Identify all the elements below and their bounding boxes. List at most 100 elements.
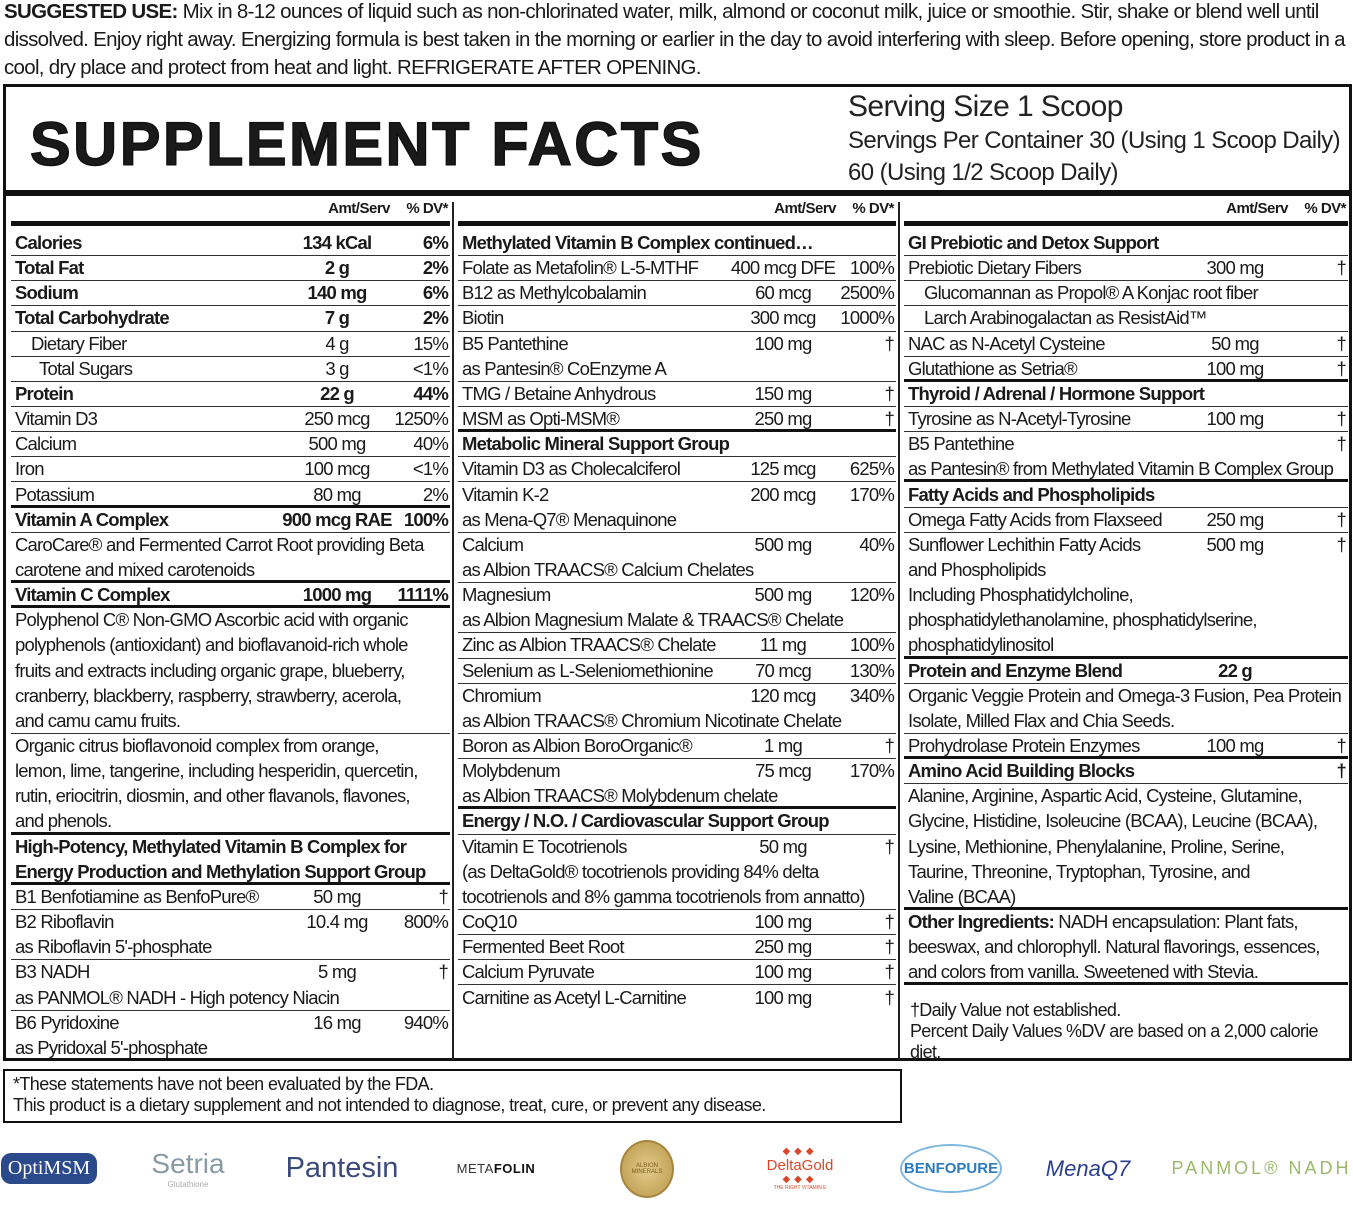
nutrient-name: High-Potency, Methylated Vitamin B Compl… [15, 835, 407, 857]
nutrient-row: polyphenols (antioxidant) and bioflavano… [11, 633, 450, 658]
nutrient-name: cranberry, blackberry, raspberry, strawb… [15, 684, 402, 706]
nutrient-row: Vitamin D3 250 mcg 1250% [11, 407, 450, 433]
nutrient-row: Calcium 500 mg 40% [458, 533, 896, 558]
nutrient-row: and phenols. [11, 809, 450, 835]
nutrient-name: B5 Pantethine [462, 332, 569, 354]
amount-per-serving: 11 mg [759, 634, 807, 656]
nutrient-name: phosphatidylethanolamine, phosphatidylse… [908, 609, 1257, 631]
daily-value: † [884, 986, 895, 1008]
nutrient-row: as Pantesin® CoEnzyme A [458, 357, 896, 382]
amount-per-serving: 100 mg [1206, 357, 1265, 379]
daily-value: 170% [849, 483, 895, 505]
nutrient-name: as Albion TRAACS® Calcium Chelates [462, 558, 754, 580]
nutrient-name: Isolate, Milled Flax and Chia Seeds. [908, 709, 1175, 731]
nutrient-name: CaroCare® and Fermented Carrot Root prov… [15, 533, 424, 555]
daily-value: † [1336, 508, 1347, 530]
nutrient-name: CoQ10 [462, 911, 517, 933]
nutrient-row: Folate as Metafolin® L-5-MTHF 400 mcg DFE… [458, 256, 896, 282]
nutrient-row: Iron 100 mcg <1% [11, 457, 450, 483]
daily-value: † [1336, 760, 1347, 782]
daily-value: † [884, 382, 895, 404]
amount-per-serving: 200 mcg [750, 483, 816, 505]
serving-size: Serving Size 1 Scoop [848, 90, 1123, 123]
suggested-use: SUGGESTED USE: Mix in 8-12 ounces of liq… [4, 0, 1349, 82]
deltagold-logo: ◆◆◆ DeltaGold ◆◆◆ THE RIGHT VITAMIN E [766, 1146, 834, 1191]
daily-value: † [438, 885, 449, 907]
nutrient-name: (as DeltaGold® tocotrienols providing 84… [462, 860, 819, 882]
column-divider [898, 202, 900, 1060]
nutrient-row: Total Sugars 3 g <1% [11, 357, 450, 382]
nutrient-row: as Albion TRAACS® Molybdenum chelate [458, 784, 896, 810]
nutrient-name: as Mena-Q7® Menaquinone [462, 508, 677, 530]
nutrient-row: Energy Production and Methylation Suppor… [11, 860, 450, 885]
nutrient-row: B12 as Methylcobalamin 60 mcg 2500% [458, 281, 896, 307]
nutrient-name: Including Phosphatidylcholine, [908, 584, 1134, 606]
nutrient-row: as Albion TRAACS® Calcium Chelates [458, 558, 896, 584]
nutrient-row: B5 Pantethine 100 mg † [458, 332, 896, 357]
nutrient-name: as Pyridoxal 5'-phosphate [15, 1036, 208, 1058]
nutrient-row: as Pyridoxal 5'-phosphate [11, 1036, 450, 1061]
nutrient-row: Calcium 500 mg 40% [11, 432, 450, 458]
daily-value: 800% [403, 911, 449, 933]
nutrient-name: B12 as Methylcobalamin [462, 282, 647, 304]
nutrient-name: Tyrosine as N-Acetyl-Tyrosine [908, 408, 1131, 430]
daily-value: 1000% [840, 307, 894, 329]
nutrient-name: and phenols. [15, 810, 112, 832]
nutrient-row: phosphatidylethanolamine, phosphatidylse… [904, 608, 1348, 633]
nutrient-row: Including Phosphatidylcholine, [904, 583, 1348, 608]
amount-per-serving: 100 mg [754, 986, 813, 1008]
amount-per-serving: 250 mg [1206, 508, 1265, 530]
daily-value: † [884, 835, 895, 857]
pantesin-logo: Pantesin [285, 1152, 399, 1184]
amount-per-serving: 300 mcg [750, 307, 816, 329]
amount-per-serving: 100 mg [754, 911, 813, 933]
panmol-nadh-logo: PANMOL® NADH [1171, 1158, 1352, 1178]
daily-value: <1% [412, 357, 449, 379]
nutrient-row: Total Carbohydrate 7 g 2% [11, 306, 450, 332]
nutrient-name: Prohydrolase Protein Enzymes [908, 735, 1140, 756]
amount-per-serving: 1 mg [764, 735, 803, 756]
nutrient-name: Larch Arabinogalactan as ResistAid™ [924, 307, 1207, 329]
amount-per-serving: 500 mg [754, 584, 813, 606]
nutrient-row: Carnitine as Acetyl L-Carnitine 100 mg † [458, 986, 896, 1011]
column-header: Amt/Serv % DV* [458, 200, 896, 222]
daily-value: 170% [849, 760, 895, 782]
nutrient-row: Lysine, Methionine, Phenylalanine, Proli… [904, 835, 1348, 860]
nutrient-row: B6 Pyridoxine 16 mg 940% [11, 1011, 450, 1036]
daily-value: 1111% [397, 584, 448, 606]
daily-value: 100% [849, 257, 895, 279]
amount-per-serving: 60 mcg [755, 282, 812, 304]
nutrient-row: Isolate, Milled Flax and Chia Seeds. [904, 709, 1348, 734]
nutrient-row: rutin, eriocitrin, diosmin, and other fl… [11, 784, 450, 809]
nutrient-name: MSM as Opti-MSM® [462, 408, 620, 430]
amount-per-serving: 120 mcg [750, 684, 816, 706]
nutrient-row: Fermented Beet Root 250 mg † [458, 935, 896, 961]
nutrient-name: TMG / Betaine Anhydrous [462, 382, 656, 404]
nutrient-row: Calcium Pyruvate 100 mg † [458, 960, 896, 986]
amount-per-serving: 1000 mg [302, 584, 372, 606]
daily-value: 2500% [840, 282, 894, 304]
divider [11, 221, 450, 226]
nutrient-name: Glycine, Histidine, Isoleucine (BCAA), L… [908, 810, 1318, 832]
daily-value: 40% [413, 433, 448, 455]
daily-value: 1250% [394, 408, 448, 430]
nutrient-name: Vitamin E Tocotrienols [462, 835, 628, 857]
panel-title: SUPPLEMENT FACTS [29, 109, 704, 179]
amount-per-serving: 134 kCal [302, 232, 372, 253]
nutrient-row: Methylated Vitamin B Complex continued… [458, 231, 896, 257]
amount-per-serving: 7 g [324, 307, 350, 329]
nutrient-name: Vitamin A Complex [15, 508, 169, 530]
amt-serv-header: Amt/Serv [774, 200, 836, 217]
nutrient-name: Other Ingredients: NADH encapsulation: P… [908, 911, 1299, 933]
daily-value: † [1336, 533, 1347, 555]
amount-per-serving: 250 mg [754, 936, 813, 958]
fda-disclaimer: *These statements have not been evaluate… [3, 1069, 902, 1123]
nutrient-name: and colors from vanilla. Sweetened with … [908, 961, 1259, 983]
amount-per-serving: 50 mg [759, 835, 807, 857]
nutrient-row: Fatty Acids and Phospholipids [904, 483, 1348, 508]
nutrient-name: Potassium [15, 483, 95, 505]
nutrient-row: cranberry, blackberry, raspberry, strawb… [11, 684, 450, 709]
optimsm-logo: OptiMSM [0, 1130, 98, 1207]
nutrient-name: Thyroid / Adrenal / Hormone Support [908, 382, 1205, 404]
nutrient-name: Calcium Pyruvate [462, 961, 595, 983]
